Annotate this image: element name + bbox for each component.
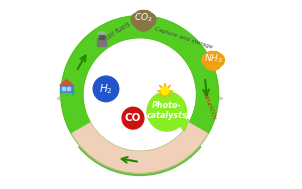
Text: Capture and storage: Capture and storage <box>154 26 214 50</box>
Circle shape <box>210 52 221 63</box>
Polygon shape <box>177 119 188 131</box>
Polygon shape <box>60 80 73 85</box>
Bar <box>99 35 101 39</box>
Wedge shape <box>72 123 208 173</box>
Wedge shape <box>79 142 201 176</box>
Circle shape <box>140 11 152 22</box>
Circle shape <box>204 52 222 70</box>
Ellipse shape <box>57 93 223 104</box>
Text: $NH_3$: $NH_3$ <box>204 52 223 65</box>
Bar <box>63 87 65 90</box>
Circle shape <box>142 13 156 27</box>
Text: $CO_2$: $CO_2$ <box>134 11 153 24</box>
Circle shape <box>122 107 144 129</box>
Bar <box>97 39 106 46</box>
Circle shape <box>131 13 145 27</box>
Text: NH₄HCO₃: NH₄HCO₃ <box>201 92 217 120</box>
Circle shape <box>93 76 119 102</box>
Wedge shape <box>61 16 219 173</box>
Bar <box>102 35 104 39</box>
Circle shape <box>211 53 224 67</box>
Circle shape <box>102 32 105 35</box>
Bar <box>60 93 71 97</box>
Circle shape <box>135 10 147 22</box>
Circle shape <box>208 51 218 61</box>
Text: $H_2$: $H_2$ <box>99 82 113 96</box>
Circle shape <box>161 87 169 95</box>
Circle shape <box>138 10 149 21</box>
Circle shape <box>98 32 101 35</box>
Text: CO: CO <box>125 113 141 123</box>
Bar <box>60 85 73 94</box>
Circle shape <box>147 92 186 131</box>
Circle shape <box>202 53 214 67</box>
Circle shape <box>205 51 217 63</box>
Text: fossil fuels: fossil fuels <box>98 21 131 45</box>
Bar <box>67 87 70 90</box>
Circle shape <box>84 39 195 150</box>
Text: Photo-
catalysts: Photo- catalysts <box>146 101 187 120</box>
Circle shape <box>134 12 153 31</box>
